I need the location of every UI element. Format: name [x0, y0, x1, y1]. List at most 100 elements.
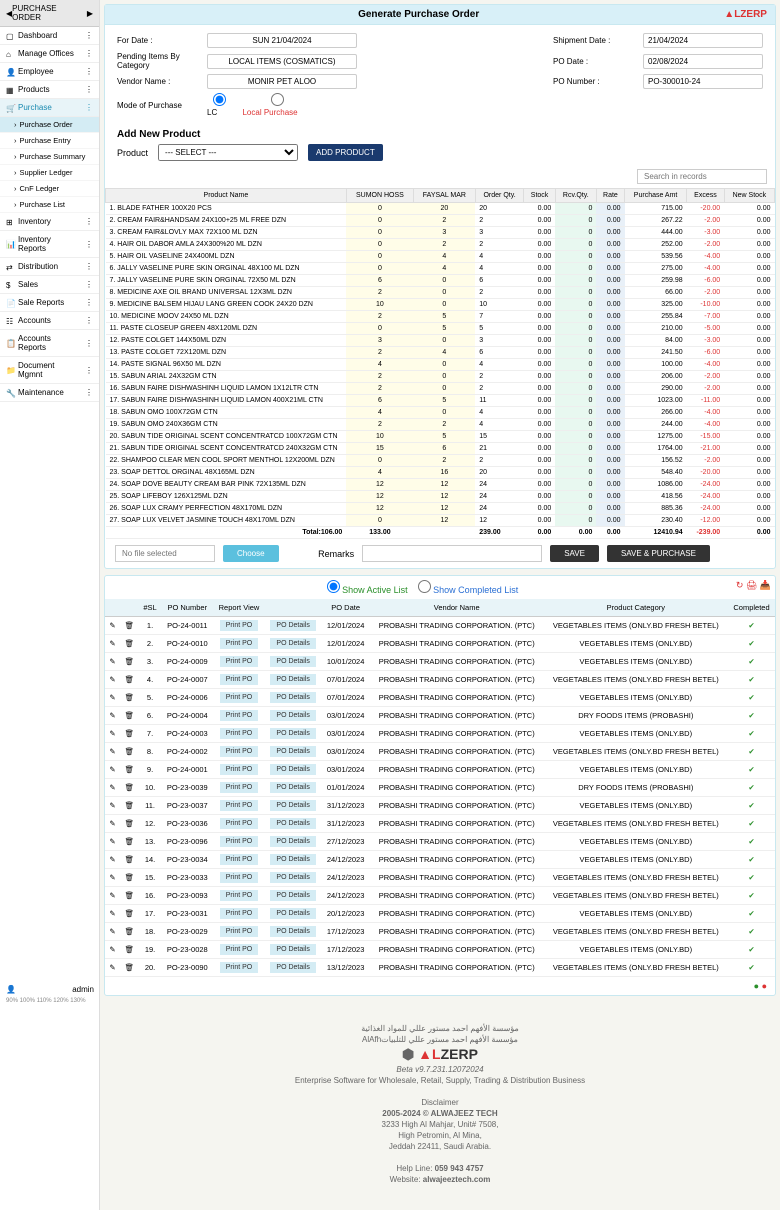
print-po-button[interactable]: Print PO: [220, 836, 258, 847]
po-row[interactable]: ✎🗑8.PO-24-0002Print POPO Details03/01/20…: [105, 743, 775, 761]
po-row[interactable]: ✎🗑3.PO-24-0009Print POPO Details10/01/20…: [105, 653, 775, 671]
po-row[interactable]: ✎🗑6.PO-24-0004Print POPO Details03/01/20…: [105, 707, 775, 725]
sidebar-item[interactable]: 📁Document Mgmnt⋮: [0, 357, 99, 384]
edit-icon[interactable]: ✎: [105, 833, 120, 851]
print-po-button[interactable]: Print PO: [220, 674, 258, 685]
delete-icon[interactable]: 🗑: [120, 689, 139, 707]
product-row[interactable]: 27. SOAP LUX VELVET JASMINE TOUCH 48X170…: [106, 515, 775, 527]
print-po-button[interactable]: Print PO: [220, 872, 258, 883]
po-details-button[interactable]: PO Details: [270, 710, 315, 721]
add-product-button[interactable]: ADD PRODUCT: [308, 144, 383, 161]
po-details-button[interactable]: PO Details: [270, 944, 315, 955]
delete-icon[interactable]: 🗑: [120, 617, 139, 635]
product-row[interactable]: 7. JALLY VASELINE PURE SKIN ORGINAL 72X5…: [106, 275, 775, 287]
product-row[interactable]: 16. SABUN FAIRE DISHWASHINH LIQUID LAMON…: [106, 383, 775, 395]
sidebar-subitem[interactable]: ›Purchase Order: [0, 117, 99, 133]
edit-icon[interactable]: ✎: [105, 869, 120, 887]
delete-icon[interactable]: 🗑: [120, 779, 139, 797]
search-input[interactable]: [637, 169, 767, 184]
product-row[interactable]: 26. SOAP LUX CRAMY PERFECTION 48X170ML D…: [106, 503, 775, 515]
sidebar-item[interactable]: ▦Products⋮: [0, 81, 99, 99]
sidebar-subitem[interactable]: ›Purchase List: [0, 197, 99, 213]
for-date-input[interactable]: [207, 33, 357, 48]
po-details-button[interactable]: PO Details: [270, 764, 315, 775]
po-row[interactable]: ✎🗑4.PO-24-0007Print POPO Details07/01/20…: [105, 671, 775, 689]
po-details-button[interactable]: PO Details: [270, 782, 315, 793]
edit-icon[interactable]: ✎: [105, 743, 120, 761]
edit-icon[interactable]: ✎: [105, 617, 120, 635]
po-details-button[interactable]: PO Details: [270, 746, 315, 757]
po-row[interactable]: ✎🗑19.PO-23-0028Print POPO Details17/12/2…: [105, 941, 775, 959]
po-row[interactable]: ✎🗑13.PO-23-0096Print POPO Details27/12/2…: [105, 833, 775, 851]
po-row[interactable]: ✎🗑20.PO-23-0090Print POPO Details13/12/2…: [105, 959, 775, 977]
product-row[interactable]: 12. PASTE COLGET 144X50ML DZN3030.0000.0…: [106, 335, 775, 347]
edit-icon[interactable]: ✎: [105, 689, 120, 707]
po-details-button[interactable]: PO Details: [270, 638, 315, 649]
po-details-button[interactable]: PO Details: [270, 962, 315, 973]
ship-date-input[interactable]: [643, 33, 763, 48]
delete-icon[interactable]: 🗑: [120, 905, 139, 923]
edit-icon[interactable]: ✎: [105, 905, 120, 923]
print-po-button[interactable]: Print PO: [220, 728, 258, 739]
print-po-button[interactable]: Print PO: [220, 638, 258, 649]
edit-icon[interactable]: ✎: [105, 635, 120, 653]
edit-icon[interactable]: ✎: [105, 923, 120, 941]
product-row[interactable]: 15. SABUN ARIAL 24X32GM CTN2020.0000.002…: [106, 371, 775, 383]
sidebar-subitem[interactable]: ›Supplier Ledger: [0, 165, 99, 181]
sidebar-item[interactable]: $Sales⋮: [0, 276, 99, 294]
po-row[interactable]: ✎🗑15.PO-23-0033Print POPO Details24/12/2…: [105, 869, 775, 887]
category-select[interactable]: [207, 54, 357, 69]
delete-icon[interactable]: 🗑: [120, 923, 139, 941]
product-row[interactable]: 3. CREAM FAIR&LOVLY MAX 72X100 ML DZN033…: [106, 227, 775, 239]
sidebar-item[interactable]: 📄Sale Reports⋮: [0, 294, 99, 312]
po-row[interactable]: ✎🗑14.PO-23-0034Print POPO Details24/12/2…: [105, 851, 775, 869]
delete-icon[interactable]: 🗑: [120, 959, 139, 977]
print-po-button[interactable]: Print PO: [220, 620, 258, 631]
print-po-button[interactable]: Print PO: [220, 710, 258, 721]
delete-icon[interactable]: 🗑: [120, 671, 139, 689]
po-details-button[interactable]: PO Details: [270, 692, 315, 703]
product-row[interactable]: 14. PASTE SIGNAL 96X50 ML DZN4040.0000.0…: [106, 359, 775, 371]
product-row[interactable]: 22. SHAMPOO CLEAR MEN COOL SPORT MENTHOL…: [106, 455, 775, 467]
sidebar-subitem[interactable]: ›CnF Ledger: [0, 181, 99, 197]
delete-icon[interactable]: 🗑: [120, 653, 139, 671]
choose-button[interactable]: Choose: [223, 545, 279, 562]
delete-icon[interactable]: 🗑: [120, 815, 139, 833]
po-details-button[interactable]: PO Details: [270, 728, 315, 739]
product-row[interactable]: 4. HAIR OIL DABOR AMLA 24X300%20 ML DZN0…: [106, 239, 775, 251]
product-row[interactable]: 9. MEDICINE BALSEM HIJAU LANG GREEN COOK…: [106, 299, 775, 311]
po-details-button[interactable]: PO Details: [270, 674, 315, 685]
po-date-input[interactable]: [643, 54, 763, 69]
edit-icon[interactable]: ✎: [105, 815, 120, 833]
po-row[interactable]: ✎🗑2.PO-24-0010Print POPO Details12/01/20…: [105, 635, 775, 653]
delete-icon[interactable]: 🗑: [120, 941, 139, 959]
print-po-button[interactable]: Print PO: [220, 908, 258, 919]
po-row[interactable]: ✎🗑16.PO-23-0093Print POPO Details24/12/2…: [105, 887, 775, 905]
mode-lc-radio[interactable]: LC: [207, 93, 232, 117]
product-row[interactable]: 2. CREAM FAIR&HANDSAM 24X100+25 ML FREE …: [106, 215, 775, 227]
edit-icon[interactable]: ✎: [105, 725, 120, 743]
print-po-button[interactable]: Print PO: [220, 746, 258, 757]
product-row[interactable]: 10. MEDICINE MOOV 24X50 ML DZN2570.0000.…: [106, 311, 775, 323]
print-po-button[interactable]: Print PO: [220, 782, 258, 793]
print-po-button[interactable]: Print PO: [220, 854, 258, 865]
delete-icon[interactable]: 🗑: [120, 797, 139, 815]
po-number-input[interactable]: [643, 74, 763, 89]
edit-icon[interactable]: ✎: [105, 941, 120, 959]
sidebar-item[interactable]: ☷Accounts⋮: [0, 312, 99, 330]
po-details-button[interactable]: PO Details: [270, 872, 315, 883]
product-row[interactable]: 6. JALLY VASELINE PURE SKIN ORGINAL 48X1…: [106, 263, 775, 275]
sidebar-item[interactable]: 🔧Maintenance⋮: [0, 384, 99, 402]
sidebar-item[interactable]: 🛒Purchase⋮: [0, 99, 99, 117]
product-row[interactable]: 17. SABUN FAIRE DISHWASHINH LIQUID LAMON…: [106, 395, 775, 407]
print-po-button[interactable]: Print PO: [220, 800, 258, 811]
print-po-button[interactable]: Print PO: [220, 818, 258, 829]
po-details-button[interactable]: PO Details: [270, 926, 315, 937]
print-po-button[interactable]: Print PO: [220, 764, 258, 775]
delete-icon[interactable]: 🗑: [120, 635, 139, 653]
vendor-select[interactable]: [207, 74, 357, 89]
product-row[interactable]: 21. SABUN TIDE ORIGINAL SCENT CONCENTRAT…: [106, 443, 775, 455]
edit-icon[interactable]: ✎: [105, 887, 120, 905]
po-details-button[interactable]: PO Details: [270, 818, 315, 829]
print-po-button[interactable]: Print PO: [220, 962, 258, 973]
